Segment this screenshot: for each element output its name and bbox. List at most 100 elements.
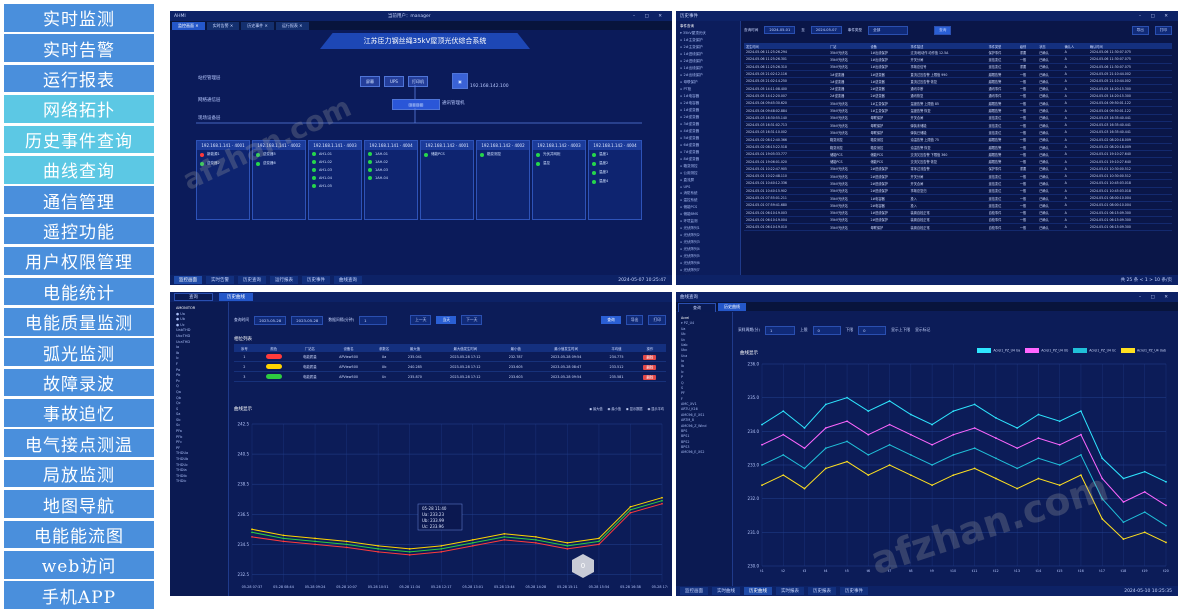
- tree-item[interactable]: ▫ 2#电容器: [680, 101, 700, 105]
- tree-item[interactable]: UcaTHD: [176, 339, 191, 344]
- tree-item[interactable]: S: [176, 406, 179, 411]
- tree-item[interactable]: Sa: [176, 412, 181, 417]
- cabinet-device[interactable]: 温控: [533, 159, 585, 168]
- table-row[interactable]: 1 电能质量 APView500 Ua 235.041 2023-05-28 17:12 2…: [234, 352, 666, 362]
- tree-item[interactable]: Sb: [176, 417, 181, 422]
- cabinet-device[interactable]: 温度3: [589, 168, 641, 177]
- tree-item[interactable]: ▫ UPS: [680, 185, 691, 189]
- tree-item[interactable]: Ua: [681, 326, 686, 331]
- taskbar-tab[interactable]: 历史事件: [840, 587, 868, 595]
- doc-tab[interactable]: 监控画面 ✕: [172, 22, 205, 30]
- tree-item[interactable]: Qb: [176, 395, 181, 400]
- tree-item[interactable]: ▾ PZ_U4: [681, 321, 695, 326]
- tree-item[interactable]: ● Ua: [176, 311, 185, 316]
- tree-item[interactable]: Qc: [176, 401, 181, 406]
- tree-item[interactable]: Q: [176, 384, 179, 389]
- column-header[interactable]: 发生时间: [744, 43, 828, 49]
- tree-item[interactable]: ● Ub: [176, 317, 185, 322]
- table-row[interactable]: 2024-05-01 06:10:19.004 35kV光伏站 2#进线保护 装置自检…: [744, 216, 1172, 225]
- tree-item[interactable]: Ib: [681, 364, 685, 369]
- lower-input[interactable]: 0: [858, 325, 887, 335]
- cabinet[interactable]: 192.168.1.142 · 4002 箱变测控: [476, 140, 530, 220]
- window-controls[interactable]: – □ ✕: [1138, 294, 1172, 300]
- menu-item[interactable]: 通信管理: [4, 186, 154, 214]
- table-row[interactable]: 2024-05-06 11:25:26.301 35kV光伏站 1#出线保护 开关分闸…: [744, 55, 1172, 64]
- tree-item[interactable]: Ub: [681, 332, 686, 337]
- tree-item[interactable]: ▫ 光伏阵列7: [680, 268, 700, 272]
- tree-item[interactable]: UabTHD: [176, 328, 191, 333]
- delete-button[interactable]: 删除: [643, 374, 657, 380]
- tree-item[interactable]: ▫ 5#逆变器: [680, 136, 700, 140]
- doc-tab[interactable]: 实时告警 ✕: [206, 22, 240, 30]
- tree-item[interactable]: ▫ 7#逆变器: [680, 150, 700, 154]
- taskbar-tab[interactable]: 曲线查询: [334, 276, 362, 284]
- tree-item[interactable]: ▫ 1#出线保护: [680, 66, 703, 70]
- column-header[interactable]: 设备: [868, 43, 909, 49]
- tree-item[interactable]: PFb: [176, 434, 183, 439]
- menu-item[interactable]: 运行报表: [4, 64, 154, 93]
- tree-item[interactable]: AMC96_Z_Wind: [681, 423, 707, 428]
- table-row[interactable]: 3 电能质量 APView500 Uc 235.870 2023-05-28 17:12 2…: [234, 371, 666, 382]
- cabinet-device[interactable]: 温度4: [589, 177, 641, 186]
- tree-item[interactable]: ▫ 光伏阵列6: [680, 261, 700, 265]
- table-row[interactable]: 2024-05-01 07:59:41.680 35kV光伏站 2#电容器 投入 遥信变…: [744, 201, 1172, 210]
- cabinet-device[interactable]: 储能PCS: [421, 150, 473, 159]
- export-button[interactable]: 导出: [625, 315, 644, 325]
- taskbar-tab[interactable]: 历史查询: [238, 276, 266, 284]
- table-row[interactable]: 2024-05-03 16:30:55.140 35kV光伏站 母联保护 开关合闸 遥信…: [744, 114, 1172, 122]
- tree-item[interactable]: ▫ 光伏阵列4: [680, 247, 700, 251]
- device-printer[interactable]: 打印机: [408, 76, 428, 87]
- interval-select[interactable]: 1: [359, 315, 388, 325]
- badge[interactable]: 0: [572, 554, 594, 578]
- column-header[interactable]: 厂站: [828, 43, 869, 49]
- table-row[interactable]: 2 电能质量 APView500 Ub 240.285 2023-05-28 17:12 2…: [234, 361, 666, 372]
- window-controls[interactable]: – □ ✕: [1138, 13, 1172, 19]
- network-switch[interactable]: ▥▥▥▥: [392, 99, 440, 110]
- column-header[interactable]: 确认时间: [1087, 43, 1172, 49]
- cabinet[interactable]: 192.168.1.141 · 4002 逆变器5 逆变器6: [252, 140, 306, 220]
- tree-item[interactable]: ● Uc: [176, 322, 185, 327]
- tree-item[interactable]: F: [176, 361, 179, 366]
- cabinet[interactable]: 192.168.1.142 · 4004 温度1 温度2 温度3 温度4: [588, 140, 642, 220]
- tree-item[interactable]: ▫ 6#逆变器: [680, 143, 700, 147]
- tree-item[interactable]: Ubc: [681, 348, 688, 353]
- tree-item[interactable]: ▫ 光伏阵列2: [680, 233, 700, 237]
- chart-option-checkbox[interactable]: ◉ 显示数据: [625, 407, 643, 411]
- end-date-input[interactable]: 2023-05-28: [291, 315, 324, 325]
- tree-item[interactable]: ▫ 公用测控: [680, 171, 698, 175]
- table-row[interactable]: 2024-05-05 21:02:14.250 1#逆变器 1#逆变器 直流过压告警 …: [744, 77, 1172, 86]
- tree-item[interactable]: ▫ 4#逆变器: [680, 129, 700, 133]
- menu-item[interactable]: 地图导航: [4, 490, 154, 518]
- tree-item[interactable]: ▫ 储能PCS: [680, 205, 698, 209]
- end-date-input[interactable]: 2024-05-07: [810, 26, 842, 34]
- chart-option-checkbox[interactable]: ◉ 最大值: [589, 407, 603, 411]
- tree-item[interactable]: PF: [681, 391, 685, 396]
- taskbar-tab[interactable]: 历史报表: [808, 587, 836, 595]
- tree-item[interactable]: ▫ 1#逆变器: [680, 108, 700, 112]
- table-row[interactable]: 2024-05-01 06:10:19.010 35kV光伏站 母联保护 装置自检正常…: [744, 223, 1172, 232]
- cabinet-device[interactable]: 逆变器5: [253, 150, 305, 159]
- cabinet[interactable]: 192.168.1.141 · 4001 新能源1 逆变器2: [196, 140, 250, 220]
- pager[interactable]: 共 25 条 < 1 > 10 条/页: [1120, 278, 1172, 283]
- menu-item[interactable]: 遥控功能: [4, 216, 154, 245]
- tree-item[interactable]: Q: [681, 380, 684, 385]
- tree-item[interactable]: ▫ 光伏阵列5: [680, 254, 700, 258]
- cabinet-device[interactable]: AH1-02: [309, 158, 361, 166]
- taskbar-tab[interactable]: 历史事件: [302, 276, 330, 284]
- tree-item[interactable]: P: [681, 375, 683, 380]
- tree-item[interactable]: Qa: [176, 389, 181, 394]
- table-row[interactable]: 2024-05-02 08:12:40.366 箱变测控 箱变测控 油温告警 上限值 …: [744, 136, 1172, 144]
- tree-item[interactable]: ▫ 消防系统: [680, 191, 698, 195]
- tree-item[interactable]: Uca: [681, 353, 688, 358]
- menu-item[interactable]: 曲线查询: [4, 155, 154, 184]
- cabinet-device[interactable]: 1AH-01: [365, 150, 417, 158]
- export-button[interactable]: 导出: [1131, 25, 1149, 35]
- tree-item[interactable]: AMC_XV1: [681, 402, 697, 406]
- chart-option-checkbox[interactable]: ◉ 最小值: [607, 407, 621, 411]
- table-row[interactable]: 2024-05-04 09:45:30.620 35kV光伏站 1#主变保护 温度告警…: [744, 99, 1172, 108]
- table-row[interactable]: 2024-05-01 19:06:01.020 储能PCS 储能PCS 交流欠压告警 …: [744, 157, 1172, 166]
- show-limits-checkbox[interactable]: 显示上下限: [891, 327, 911, 332]
- taskbar-tab[interactable]: 运行报表: [270, 276, 298, 284]
- delete-button[interactable]: 删除: [643, 354, 657, 360]
- chart-option-checkbox[interactable]: ◉ 显示平均: [647, 407, 664, 411]
